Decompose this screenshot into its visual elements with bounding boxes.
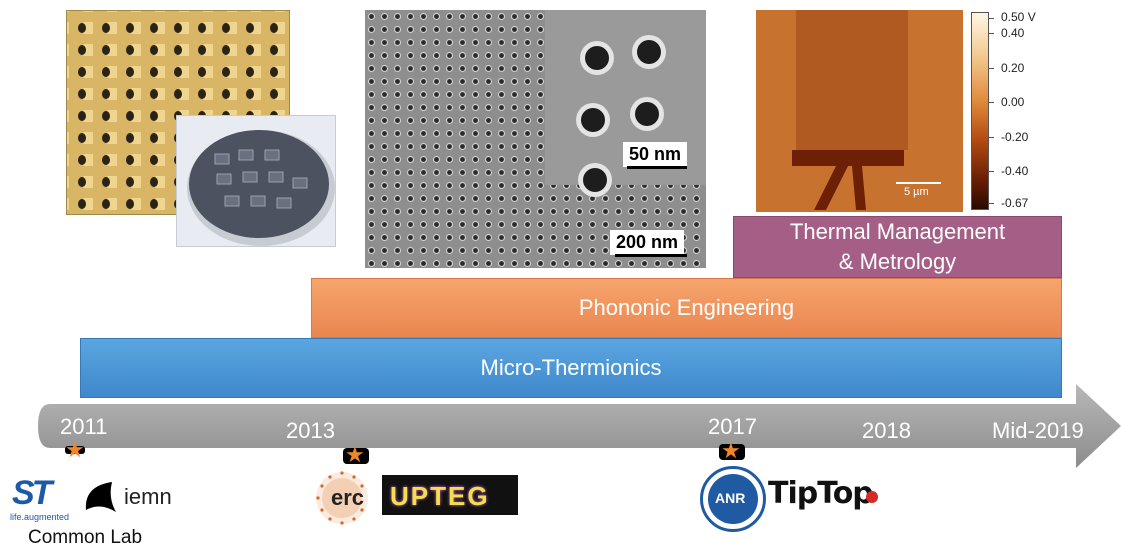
colorbar-tick-label: 0.50 V [1001, 10, 1036, 24]
afm-colorbar [971, 12, 989, 210]
micro-thermionics-band: Micro-Thermionics [80, 338, 1062, 398]
colorbar-tick-label: -0.67 [1001, 196, 1029, 210]
afm-map-shapes [756, 10, 963, 212]
thermal-band-label-line2: & Metrology [838, 249, 957, 274]
colorbar-tick-mark [988, 33, 994, 34]
wafer-photo [176, 115, 336, 247]
star-icon: ★ [345, 442, 365, 467]
milestone-marker-base [719, 444, 745, 460]
colorbar-tick-mark [988, 102, 994, 103]
sem-scale-label-large: 200 nm [610, 230, 685, 255]
tiptop-logo-text: TipTop [768, 476, 874, 511]
upteg-logo: UPTEG [382, 475, 518, 515]
sem-scale-bar-large [615, 254, 687, 257]
colorbar-tick-label: -0.20 [1001, 130, 1029, 144]
st-logo-mark: ST [12, 474, 52, 512]
year-2018: 2018 [862, 418, 911, 443]
colorbar-tick-label: 0.40 [1001, 26, 1025, 40]
colorbar-tick-mark [988, 18, 994, 19]
star-icon: ★ [65, 437, 85, 462]
colorbar-tick-label: -0.40 [1001, 164, 1029, 178]
colorbar-tick-mark [988, 171, 994, 172]
star-icon: ★ [721, 438, 741, 463]
upteg-logo-text: UPTEG [390, 481, 490, 511]
milestone-2017: ★ [717, 440, 747, 462]
afm-potential-map: 5 µm [756, 10, 963, 212]
common-lab-label: Common Lab [28, 527, 143, 548]
colorbar-tick-mark [988, 68, 994, 69]
wafer-disc [177, 116, 335, 246]
anr-logo: ANR [700, 466, 766, 532]
year-2011: 2011 [60, 414, 108, 439]
sem-nanomesh-image: 50 nm 200 nm [365, 10, 706, 268]
afm-scale-label: 5 µm [904, 186, 929, 198]
phonon-band-label: Phononic Engineering [578, 295, 795, 320]
colorbar-tick-label: 0.20 [1001, 61, 1025, 75]
year-mid-2019: Mid-2019 [992, 418, 1084, 443]
tiptop-red-dot [866, 491, 878, 503]
sem-scale-bar-small [627, 166, 687, 169]
erc-logo-text: erc [331, 485, 365, 510]
st-logo-tagline: life.augmented [10, 512, 70, 522]
sem-inset-holes [576, 35, 666, 197]
thermal-band-label-line1: Thermal Management [789, 219, 1006, 244]
colorbar-tick-mark [988, 137, 994, 138]
milestone-2013: ★ [341, 444, 371, 466]
milestone-2011: ★ [62, 437, 88, 462]
erc-logo: erc [306, 468, 378, 528]
iemn-logo-text: iemn [124, 484, 172, 509]
erc-starburst-icon [316, 471, 368, 525]
sem-hole-pattern [365, 10, 706, 268]
iemn-logo: iemn [82, 478, 178, 518]
timeline-arrow [38, 384, 1121, 468]
milestone-marker-base [343, 448, 369, 464]
phononic-engineering-band: Phononic Engineering [311, 278, 1062, 338]
milestone-marker-base [65, 446, 85, 454]
iemn-leaf-icon [85, 482, 116, 512]
year-2017: 2017 [708, 414, 757, 439]
tiptop-logo: TipTop [766, 472, 888, 516]
colorbar-tick-label: 0.00 [1001, 95, 1025, 109]
thermal-management-band: Thermal Management & Metrology [733, 216, 1062, 278]
anr-logo-inner [708, 474, 758, 524]
colorbar-tick-mark [988, 203, 994, 204]
year-2013: 2013 [286, 418, 335, 443]
st-logo: ST life.augmented [10, 474, 80, 526]
sem-scale-label-small: 50 nm [623, 142, 688, 167]
anr-logo-text: ANR [715, 490, 746, 506]
micro-band-label: Micro-Thermionics [480, 355, 662, 380]
